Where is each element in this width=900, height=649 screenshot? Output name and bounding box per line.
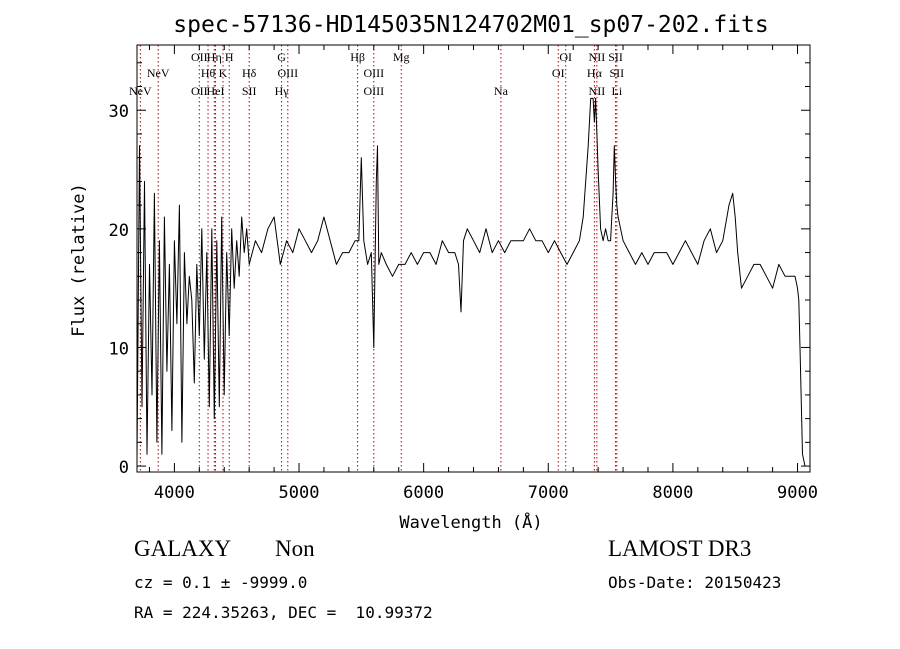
line-label: Hα [587,66,603,80]
x-tick-label: 9000 [777,483,818,503]
y-tick-label: 30 [109,102,129,122]
x-tick-label: 7000 [528,483,569,503]
line-label: SII [608,50,623,64]
y-tick-label: 20 [109,221,129,241]
line-label: Na [494,84,509,98]
line-label: G [277,50,286,64]
line-label: NII [589,84,606,98]
line-label: SII [609,66,624,80]
line-label: OII [191,50,208,64]
spectrum-data-layer [136,97,806,467]
line-label: Li [611,84,622,98]
line-label: OIII [277,66,298,80]
line-label: K [219,66,228,80]
subclass-label: Non [275,536,315,561]
class-label: GALAXY [134,536,232,561]
line-label: OIII [363,66,384,80]
line-label: Hδ [242,66,257,80]
line-label: Mg [393,50,410,64]
y-axis-label: Flux (relative) [69,183,89,337]
coordinates-text: RA = 224.35263, DEC = 10.99372 [134,603,433,622]
line-label: H [225,50,234,64]
redshift-text: cz = 0.1 ± -9999.0 [134,573,308,592]
y-tick-label: 0 [119,458,129,478]
x-axis-label: Wavelength (Å) [399,511,542,533]
axis-layer: 4000 5000 6000 7000 8000 9000 0 10 20 30 [109,44,818,503]
obs-date-text: Obs-Date: 20150423 [608,573,782,592]
line-label: SII [242,84,257,98]
line-label-layer: NeV NeV OII OII Hθ Hη HeI KH Hδ SII G OIII Hγ Hβ OIII O… [129,50,624,98]
line-label: OI [552,66,565,80]
line-label: HeI [207,84,225,98]
line-label: Hγ [275,84,290,98]
line-label: NeV [147,66,170,80]
line-label: NeV [129,84,152,98]
survey-label: LAMOST DR3 [608,536,752,561]
chart-title: spec-57136-HD145035N124702M01_sp07-202.f… [173,12,768,38]
y-tick-label: 10 [109,339,129,359]
x-tick-label: 6000 [403,483,444,503]
line-label: OIII [363,84,384,98]
x-tick-label: 5000 [279,483,320,503]
line-label: Hη [207,50,222,64]
line-label: Hθ [201,66,216,80]
line-label: OII [191,84,208,98]
line-label: Hβ [350,50,365,64]
spectrum-line [136,97,806,467]
line-label: OI [559,50,572,64]
x-tick-label: 4000 [154,483,195,503]
x-tick-label: 8000 [652,483,693,503]
line-label: NII [589,50,606,64]
